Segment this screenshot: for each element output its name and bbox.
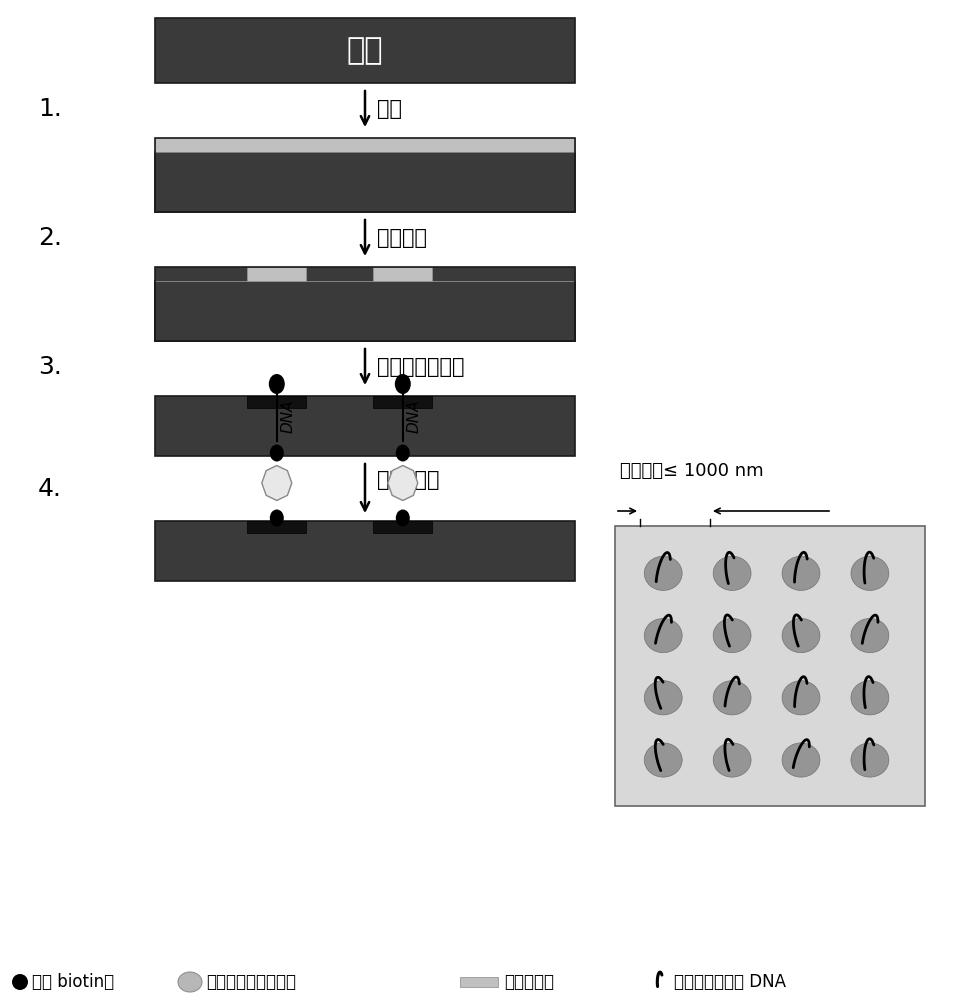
Bar bbox=[155, 152, 575, 212]
Bar bbox=[155, 267, 575, 341]
Bar bbox=[155, 267, 575, 281]
Bar bbox=[247, 396, 307, 408]
Bar bbox=[247, 521, 307, 533]
Ellipse shape bbox=[850, 618, 889, 653]
Ellipse shape bbox=[782, 743, 820, 777]
Bar bbox=[247, 267, 307, 281]
Bar bbox=[615, 526, 925, 806]
Bar bbox=[247, 267, 307, 281]
Bar bbox=[460, 977, 498, 987]
Bar bbox=[374, 267, 432, 281]
Bar bbox=[155, 138, 575, 152]
Ellipse shape bbox=[178, 972, 202, 992]
Text: 1.: 1. bbox=[38, 97, 62, 121]
Text: 基底: 基底 bbox=[347, 36, 383, 65]
Ellipse shape bbox=[713, 743, 752, 777]
Ellipse shape bbox=[395, 374, 410, 394]
Bar bbox=[155, 18, 575, 83]
Bar bbox=[374, 521, 432, 533]
Bar bbox=[155, 138, 575, 212]
Polygon shape bbox=[261, 466, 292, 500]
Ellipse shape bbox=[713, 681, 752, 715]
Bar bbox=[155, 396, 575, 456]
Ellipse shape bbox=[782, 556, 820, 590]
Ellipse shape bbox=[782, 618, 820, 653]
Bar bbox=[155, 281, 575, 341]
Ellipse shape bbox=[713, 618, 752, 653]
Bar bbox=[374, 267, 432, 281]
Ellipse shape bbox=[850, 743, 889, 777]
Ellipse shape bbox=[269, 374, 284, 394]
Ellipse shape bbox=[644, 681, 682, 715]
Text: 图形曝光: 图形曝光 bbox=[377, 228, 427, 248]
Ellipse shape bbox=[850, 681, 889, 715]
Text: 3.: 3. bbox=[38, 355, 62, 379]
Ellipse shape bbox=[782, 681, 820, 715]
Text: DNA: DNA bbox=[281, 399, 296, 433]
Text: 单分子固定: 单分子固定 bbox=[377, 471, 439, 490]
Bar bbox=[374, 267, 432, 281]
Text: 表示薄膜，: 表示薄膜， bbox=[504, 973, 554, 991]
Text: 表面修饰与去胶: 表面修饰与去胶 bbox=[377, 357, 464, 377]
Polygon shape bbox=[388, 466, 418, 500]
Text: 镍膜: 镍膜 bbox=[377, 99, 402, 119]
Bar bbox=[155, 267, 575, 281]
Text: 阵列间距≤ 1000 nm: 阵列间距≤ 1000 nm bbox=[620, 462, 764, 480]
Ellipse shape bbox=[396, 444, 409, 462]
Bar bbox=[155, 521, 575, 581]
Ellipse shape bbox=[12, 974, 28, 990]
Text: 表示俯视图下的 DNA: 表示俯视图下的 DNA bbox=[674, 973, 786, 991]
Text: DNA: DNA bbox=[407, 399, 422, 433]
Text: 4.: 4. bbox=[38, 477, 62, 500]
Ellipse shape bbox=[396, 510, 409, 526]
Ellipse shape bbox=[713, 556, 752, 590]
Bar bbox=[247, 267, 307, 281]
Bar bbox=[374, 396, 432, 408]
Ellipse shape bbox=[644, 556, 682, 590]
Ellipse shape bbox=[270, 444, 283, 462]
Text: 表示 biotin，: 表示 biotin， bbox=[32, 973, 114, 991]
Text: 2.: 2. bbox=[38, 226, 62, 250]
Ellipse shape bbox=[644, 618, 682, 653]
Text: 表示抗链霉生物素，: 表示抗链霉生物素， bbox=[206, 973, 296, 991]
Bar bbox=[155, 281, 575, 341]
Ellipse shape bbox=[644, 743, 682, 777]
Ellipse shape bbox=[270, 510, 283, 526]
Ellipse shape bbox=[850, 556, 889, 590]
